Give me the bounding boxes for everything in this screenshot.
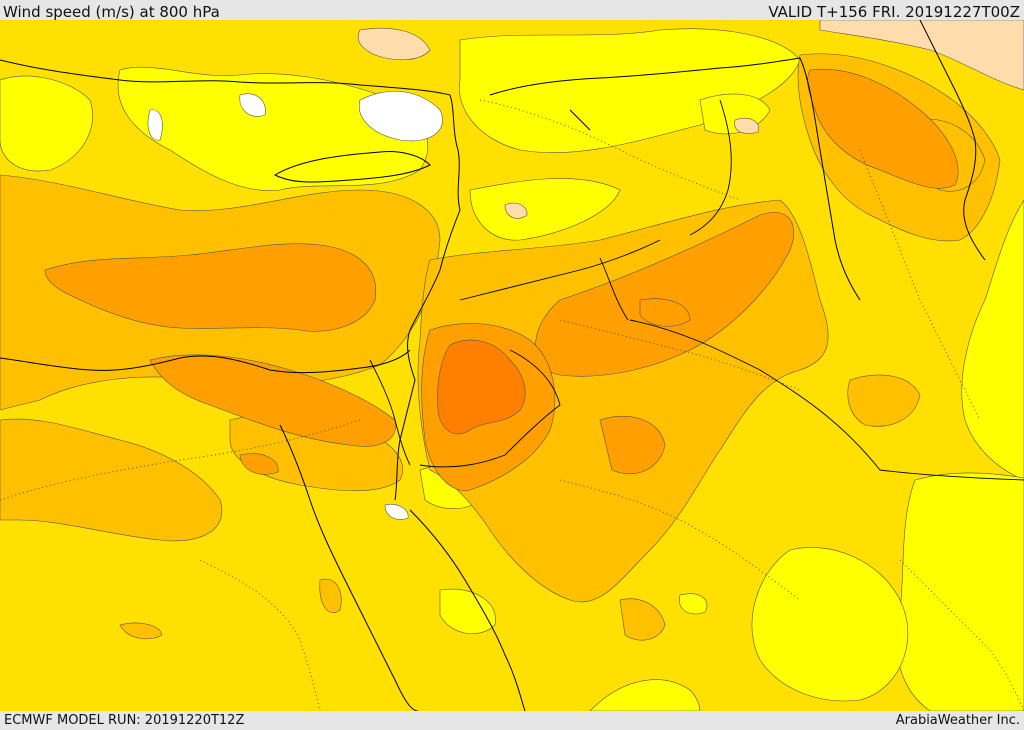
political-borders xyxy=(369,99,1024,481)
map-title: Wind speed (m/s) at 800 hPa xyxy=(3,3,220,21)
wind-core-region xyxy=(437,339,526,435)
wind-low-regions xyxy=(0,28,1024,711)
model-run-label: ECMWF MODEL RUN: 20191220T12Z xyxy=(4,713,245,728)
credit-label: ArabiaWeather Inc. xyxy=(895,713,1020,728)
admin-borders xyxy=(0,99,1024,711)
calm-patches xyxy=(147,20,1024,520)
header-bar xyxy=(0,0,1024,20)
wind-speed-map xyxy=(0,20,1024,711)
footer-bar xyxy=(0,711,1024,729)
coastlines xyxy=(0,20,986,711)
wind-moderate-regions xyxy=(0,53,1001,641)
valid-time: VALID T+156 FRI. 20191227T00Z xyxy=(768,3,1020,21)
